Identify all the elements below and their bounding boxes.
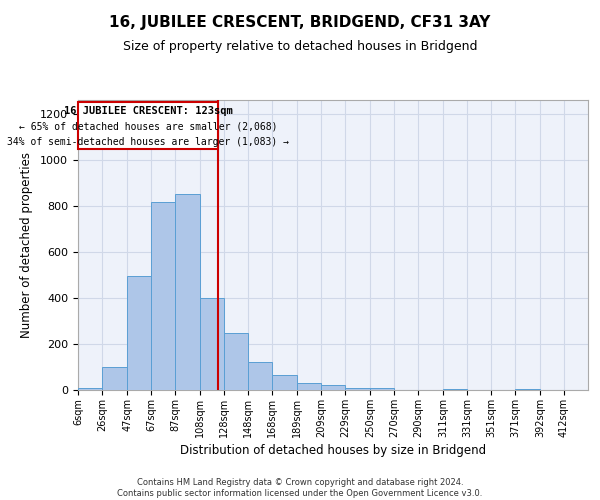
FancyBboxPatch shape bbox=[78, 102, 218, 150]
Bar bbox=[102, 367, 127, 390]
Bar bbox=[151, 202, 175, 390]
Bar bbox=[345, 388, 370, 390]
Text: Size of property relative to detached houses in Bridgend: Size of property relative to detached ho… bbox=[123, 40, 477, 53]
Text: 16, JUBILEE CRESCENT, BRIDGEND, CF31 3AY: 16, JUBILEE CRESCENT, BRIDGEND, CF31 3AY bbox=[109, 15, 491, 30]
Bar bbox=[297, 383, 321, 390]
X-axis label: Distribution of detached houses by size in Bridgend: Distribution of detached houses by size … bbox=[180, 444, 486, 457]
Bar bbox=[175, 194, 200, 390]
Text: 34% of semi-detached houses are larger (1,083) →: 34% of semi-detached houses are larger (… bbox=[7, 137, 289, 147]
Bar bbox=[248, 362, 272, 390]
Bar bbox=[200, 298, 224, 390]
Bar bbox=[370, 388, 394, 390]
Bar bbox=[321, 386, 345, 390]
Text: ← 65% of detached houses are smaller (2,068): ← 65% of detached houses are smaller (2,… bbox=[19, 122, 277, 132]
Text: 16 JUBILEE CRESCENT: 123sqm: 16 JUBILEE CRESCENT: 123sqm bbox=[64, 106, 232, 116]
Bar bbox=[443, 389, 467, 390]
Bar bbox=[272, 375, 297, 390]
Bar bbox=[224, 333, 248, 390]
Bar bbox=[515, 389, 540, 390]
Bar bbox=[78, 388, 102, 390]
Text: Contains HM Land Registry data © Crown copyright and database right 2024.
Contai: Contains HM Land Registry data © Crown c… bbox=[118, 478, 482, 498]
Y-axis label: Number of detached properties: Number of detached properties bbox=[20, 152, 33, 338]
Bar bbox=[127, 276, 151, 390]
